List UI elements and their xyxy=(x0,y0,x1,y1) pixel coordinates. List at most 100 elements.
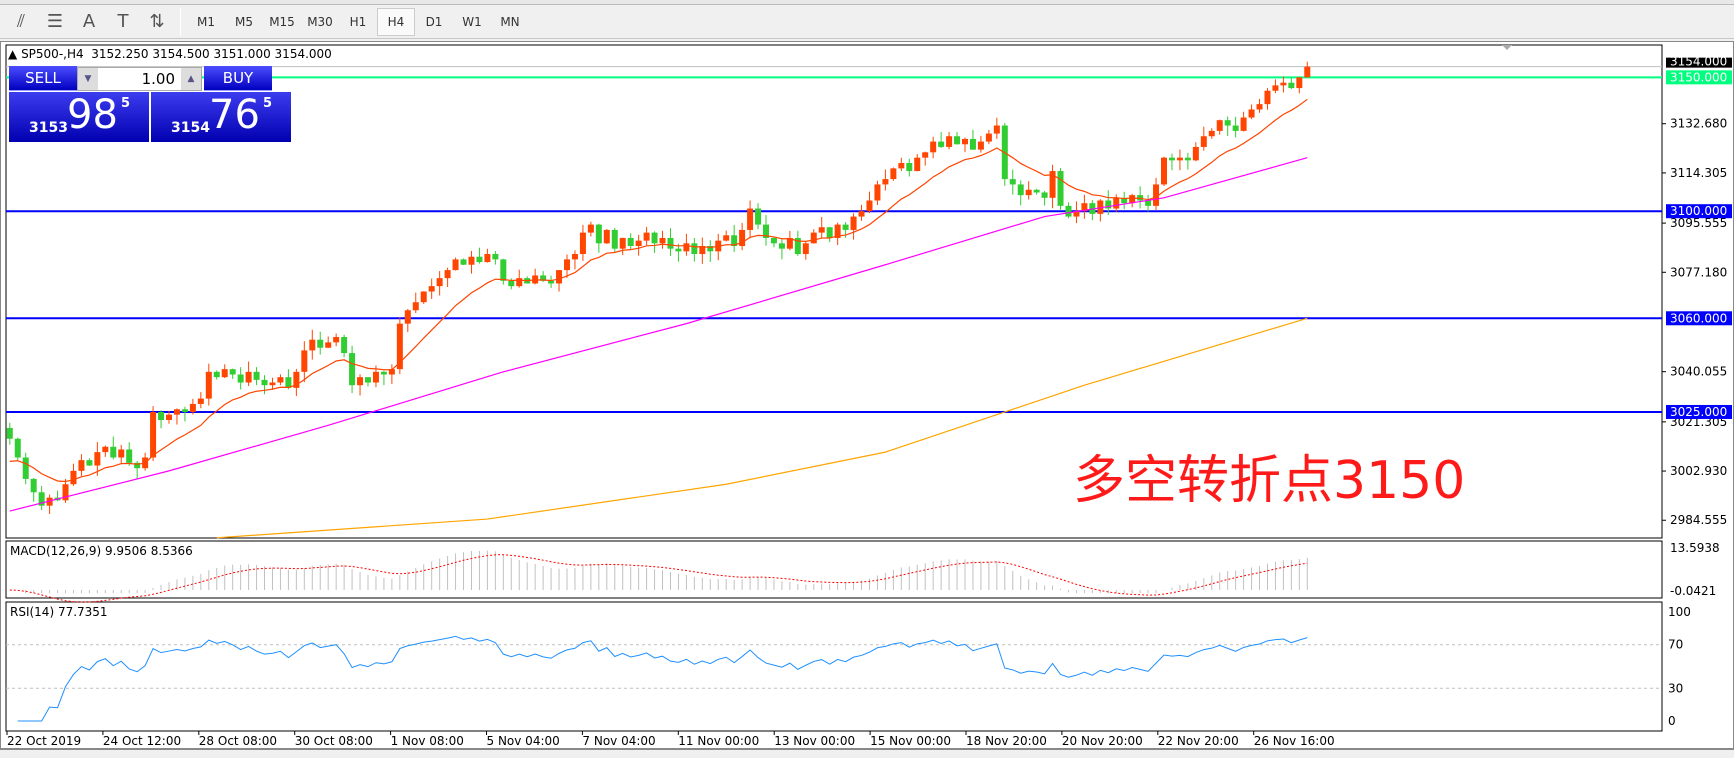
time-axis-label: 28 Oct 08:00 xyxy=(199,734,277,748)
candle-body xyxy=(739,229,746,247)
chart-canvas[interactable]: 3132.680 3114.305 3095.555 3077.180 3040.055… xyxy=(1,42,1733,748)
candle xyxy=(46,494,53,515)
timeframe-m5-button[interactable]: M5 xyxy=(235,14,253,29)
candle-body xyxy=(946,136,953,147)
candle xyxy=(1184,152,1191,170)
candle-body xyxy=(651,232,658,244)
elliott-wave-icon[interactable]: ⫽ xyxy=(16,11,26,32)
candle-body xyxy=(301,350,308,372)
chart-window[interactable]: 3132.680 3114.305 3095.555 3077.180 3040.055… xyxy=(0,41,1734,749)
candle-body xyxy=(571,254,578,260)
candle-body xyxy=(882,179,889,185)
candle-body xyxy=(86,460,93,466)
buy-price-button[interactable]: 3154 76 5 xyxy=(151,92,291,142)
candle-body xyxy=(794,237,801,255)
timeframe-m30-button[interactable]: M30 xyxy=(307,14,333,29)
candle-body xyxy=(1280,82,1287,86)
candle-body xyxy=(118,449,125,458)
candle xyxy=(874,180,881,205)
candle xyxy=(1264,88,1271,110)
arrows-icon[interactable]: ⇅ xyxy=(149,11,165,32)
timeframe-m1-button[interactable]: M1 xyxy=(197,14,215,29)
candle-body xyxy=(1009,179,1016,185)
candle xyxy=(452,257,459,271)
timeframe-d1-button[interactable]: D1 xyxy=(425,14,443,29)
lot-size-input[interactable]: ▼ 1.00 ▲ xyxy=(77,67,202,91)
candle xyxy=(906,158,913,177)
candle-body xyxy=(778,243,785,249)
candle-body xyxy=(763,224,769,238)
candle-body xyxy=(484,254,491,263)
timeframe-mn-button[interactable]: MN xyxy=(500,14,520,29)
candle-body xyxy=(890,168,897,180)
candle xyxy=(691,237,698,262)
time-axis-label: 13 Nov 00:00 xyxy=(774,734,855,748)
candle xyxy=(1009,169,1016,195)
candle xyxy=(1256,98,1263,113)
candle-body xyxy=(460,259,467,265)
candle xyxy=(747,200,754,239)
candle xyxy=(969,129,976,150)
candle xyxy=(14,437,21,461)
fibonacci-icon[interactable]: ☰ xyxy=(46,11,64,32)
candle-body xyxy=(102,446,109,453)
buy-button[interactable]: BUY xyxy=(204,66,272,91)
sell-price-button[interactable]: 3153 98 5 xyxy=(9,92,149,142)
candle xyxy=(659,230,666,249)
candle-body xyxy=(962,138,968,145)
timeframe-h1-button[interactable]: H1 xyxy=(349,14,367,29)
ohlc-high: 3154.500 xyxy=(152,47,210,61)
candle xyxy=(293,368,300,397)
candle xyxy=(420,291,427,304)
candle-body xyxy=(810,232,817,244)
timeframe-m15-button[interactable]: M15 xyxy=(269,14,295,29)
text-icon[interactable]: A xyxy=(82,11,96,32)
chart-annotation-text[interactable]: 多空转折点3150 xyxy=(1073,451,1466,511)
collapse-triangle-icon[interactable]: ▲ xyxy=(8,47,18,61)
candle xyxy=(826,226,833,243)
candle-body xyxy=(1081,203,1088,212)
candle xyxy=(110,436,117,460)
candle-body xyxy=(1296,77,1303,89)
candle-body xyxy=(158,411,165,421)
time-axis-label: 7 Nov 04:00 xyxy=(582,734,655,748)
rsi-axis-label: 0 xyxy=(1668,714,1676,728)
candle xyxy=(380,370,387,386)
candle-body xyxy=(388,369,395,375)
lot-increase-icon[interactable]: ▲ xyxy=(181,68,201,90)
candle xyxy=(396,317,403,375)
candle xyxy=(1232,116,1239,138)
candle xyxy=(1081,194,1088,219)
candle-body xyxy=(993,125,1000,134)
candle-body xyxy=(755,208,762,225)
text-label-icon[interactable]: T xyxy=(117,11,129,32)
candle-body xyxy=(930,141,937,153)
time-axis-label: 15 Nov 00:00 xyxy=(870,734,951,748)
candle xyxy=(221,364,228,379)
candle-body xyxy=(380,371,387,375)
candle-body xyxy=(1017,184,1024,196)
candle-body xyxy=(866,200,873,212)
candle xyxy=(1248,104,1255,120)
candle xyxy=(651,231,658,253)
candle-body xyxy=(1041,192,1048,198)
candle-body xyxy=(556,270,563,284)
candle-body xyxy=(906,163,913,172)
lot-decrease-icon[interactable]: ▼ xyxy=(78,68,98,90)
candle-body xyxy=(1176,157,1183,161)
candle-body xyxy=(365,377,371,383)
candle xyxy=(317,331,324,355)
candle-body xyxy=(22,457,29,479)
candle xyxy=(794,230,801,256)
chart-tabs-bar[interactable] xyxy=(0,749,1734,758)
candle xyxy=(1216,119,1223,135)
candle-body xyxy=(564,259,570,271)
candle xyxy=(166,410,172,424)
price-axis-label: 3040.055 xyxy=(1670,365,1727,379)
candle-body xyxy=(14,438,21,458)
candle xyxy=(476,247,483,264)
timeframe-w1-button[interactable]: W1 xyxy=(462,14,482,29)
candle-body xyxy=(372,371,379,383)
sell-button[interactable]: SELL xyxy=(9,66,77,91)
timeframe-h4-button[interactable]: H4 xyxy=(377,7,415,36)
